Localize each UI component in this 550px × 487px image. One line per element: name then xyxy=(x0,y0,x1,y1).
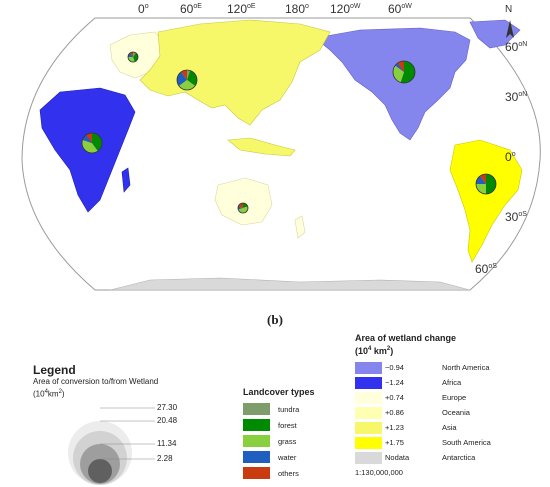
pie-slice-south-america-others xyxy=(480,174,486,184)
pie-slice-asia-forest xyxy=(187,70,197,86)
wetland-item-oceania: +0.86 Oceania xyxy=(355,407,545,419)
circle-2-28 xyxy=(88,459,112,483)
pie-slice-africa-forest xyxy=(92,133,102,152)
asia-swatch xyxy=(355,422,382,434)
north-label: N xyxy=(505,4,513,15)
pie-slice-europe-forest xyxy=(133,52,139,62)
lon-tick-180: 180o xyxy=(285,2,309,16)
lon-tick-0: 0o xyxy=(138,2,149,16)
antarctica-landmass xyxy=(109,277,471,291)
pie-slice-europe-grass xyxy=(128,57,135,62)
wetland-change-title: Area of wetland change (104 km2) xyxy=(355,333,457,356)
pie-slice-oceania-forest xyxy=(243,203,248,208)
asia-landmass xyxy=(139,19,331,126)
oceania-swatch xyxy=(355,407,382,419)
pie-slice-oceania-water xyxy=(238,206,243,210)
pie-south-america xyxy=(475,173,497,195)
world-map xyxy=(21,17,541,291)
pie-slice-oceania-grass xyxy=(238,206,248,213)
pie-slice-asia-others xyxy=(181,70,187,80)
oceania-landmass xyxy=(214,177,273,226)
landcover-item-others: others xyxy=(243,467,299,479)
pie-africa xyxy=(81,132,103,154)
map-scale: 1:130,000,000 xyxy=(355,468,403,477)
landcover-title: Landcover types xyxy=(243,387,315,397)
pie-chart-layer xyxy=(81,51,497,214)
pie-outline-europe xyxy=(127,51,139,63)
tundra-swatch xyxy=(243,403,270,415)
landcover-item-grass: grass xyxy=(243,435,296,447)
north-america-swatch xyxy=(355,362,382,374)
pie-north-america xyxy=(392,60,416,84)
lon-tick-120w: 120oW xyxy=(330,2,361,16)
circle-label-20-48: 20.48 xyxy=(157,416,178,425)
pie-slice-africa-grass xyxy=(82,139,98,153)
pie-slice-north-america-grass xyxy=(393,65,404,83)
grass-swatch xyxy=(243,435,270,447)
pie-slice-north-america-others xyxy=(397,61,404,72)
pie-outline-oceania xyxy=(237,202,249,214)
lon-tick-60e: 60oE xyxy=(180,2,202,16)
pie-slice-south-america-grass xyxy=(476,184,486,194)
north-arrow xyxy=(506,20,514,38)
pie-slice-asia-water xyxy=(176,71,187,86)
landcover-item-forest: forest xyxy=(243,419,297,431)
wetland-item-antarctica: Nodata Antarctica xyxy=(355,452,545,464)
landcover-item-tundra: tundra xyxy=(243,403,299,415)
lat-tick-30s: 30oS xyxy=(505,210,527,224)
pie-slice-oceania-others xyxy=(238,203,243,208)
legend-subtitle: Area of conversion to/from Wetland (104k… xyxy=(33,377,159,399)
indonesia-islands xyxy=(227,137,296,157)
madagascar-landmass xyxy=(121,167,131,193)
pie-slice-europe-others xyxy=(130,52,133,57)
circle-label-11-34: 11.34 xyxy=(157,439,177,448)
pie-asia xyxy=(176,69,198,91)
lat-tick-0: 0o xyxy=(505,150,516,164)
pie-outline-africa xyxy=(81,132,103,154)
wetland-item-europe: +0.74 Europe xyxy=(355,392,545,404)
circle-label-2-28: 2.28 xyxy=(157,454,173,463)
pie-slice-asia-tundra xyxy=(187,70,191,80)
south-america-landmass xyxy=(449,139,523,263)
water-swatch xyxy=(243,451,270,463)
pie-slice-north-america-water xyxy=(395,63,404,72)
wetland-item-south-america: +1.75 South America xyxy=(355,437,545,449)
pie-slice-europe-tundra xyxy=(133,52,136,57)
others-swatch xyxy=(243,467,270,479)
legend-title: Legend xyxy=(33,363,76,377)
pie-slice-africa-others xyxy=(86,133,92,143)
circle-label-27-30: 27.30 xyxy=(157,403,178,412)
north-america-landmass xyxy=(314,27,471,141)
figure-caption: (b) xyxy=(267,312,283,327)
antarctica-swatch xyxy=(355,452,382,464)
wetland-item-asia: +1.23 Asia xyxy=(355,422,545,434)
south-america-swatch xyxy=(355,437,382,449)
pie-outline-north-america xyxy=(392,60,416,84)
wetland-item-africa: −1.24 Africa xyxy=(355,377,545,389)
pie-slice-africa-water xyxy=(82,134,92,143)
new-zealand-landmass xyxy=(294,215,306,239)
greenland-landmass xyxy=(469,19,521,49)
wetland-item-north-america: −0.94 North America xyxy=(355,362,545,374)
pie-europe xyxy=(127,51,139,63)
lat-tick-60n: 60oN xyxy=(505,40,528,54)
pie-outline-south-america xyxy=(475,173,497,195)
pie-outline-asia xyxy=(176,69,198,91)
europe-swatch xyxy=(355,392,382,404)
lat-tick-30n: 30oN xyxy=(505,90,528,104)
lon-tick-120e: 120oE xyxy=(227,2,256,16)
africa-swatch xyxy=(355,377,382,389)
lon-tick-60w: 60oW xyxy=(388,2,412,16)
pie-slice-south-america-forest xyxy=(486,174,496,194)
forest-swatch xyxy=(243,419,270,431)
pie-slice-asia-grass xyxy=(178,80,196,90)
pie-slice-north-america-forest xyxy=(400,61,415,83)
pie-oceania xyxy=(237,202,249,214)
lat-tick-60s: 60oS xyxy=(475,262,497,276)
circle-size-legend xyxy=(68,407,155,485)
landcover-item-water: water xyxy=(243,451,296,463)
